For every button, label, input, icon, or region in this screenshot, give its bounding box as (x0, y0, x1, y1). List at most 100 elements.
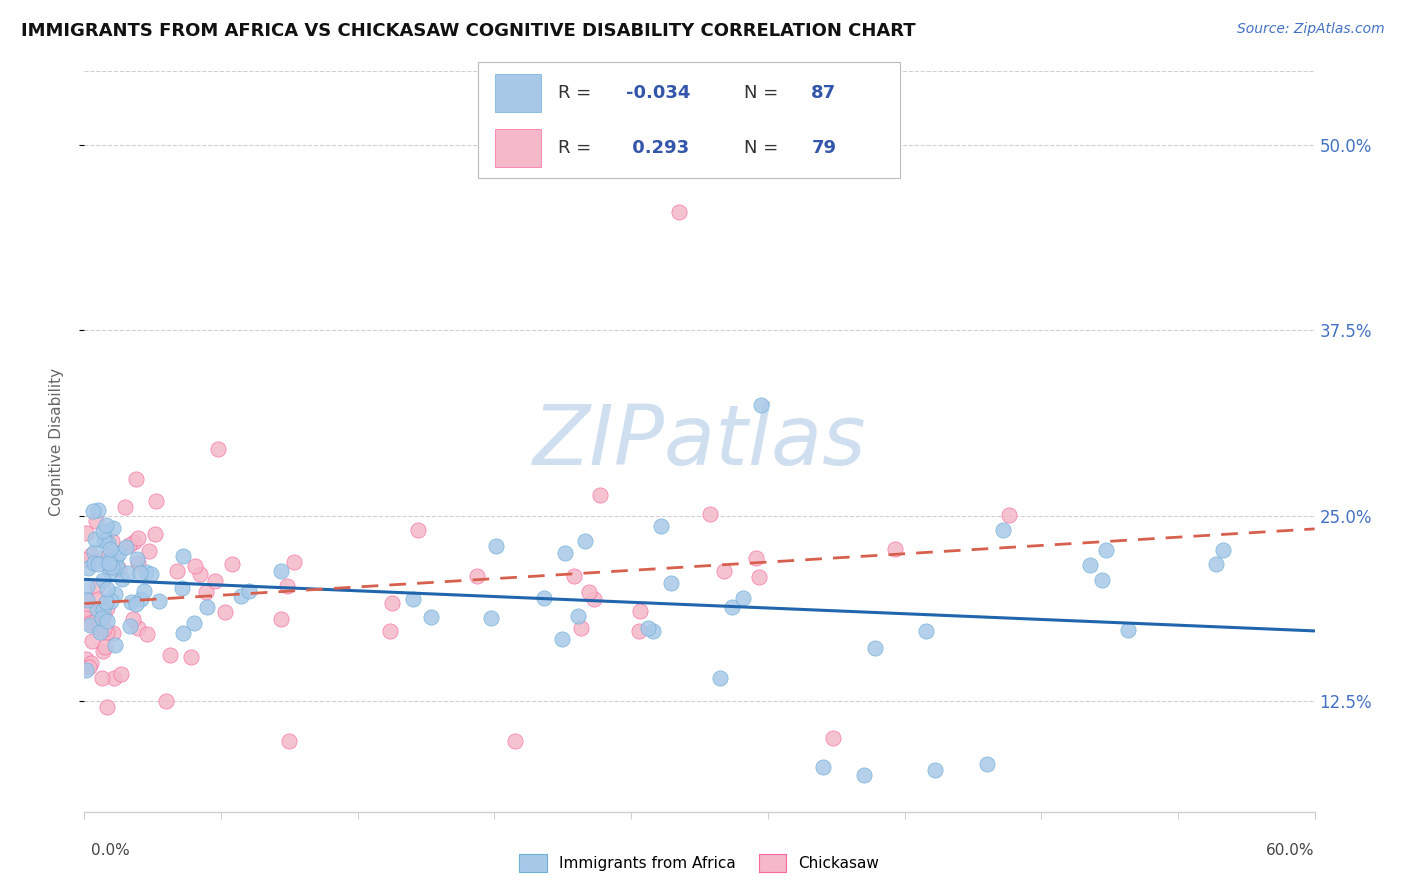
Point (96, 614, 118, 628)
Point (120, 595, 142, 609)
Point (80, 634, 103, 648)
Point (135, 626, 157, 640)
Point (863, 641, 886, 656)
Point (124, 471, 146, 485)
Point (637, 621, 659, 635)
Point (105, 560, 128, 574)
Point (86, 612, 108, 626)
Point (924, 764, 946, 778)
Point (270, 612, 292, 626)
Point (91, 610, 114, 624)
Point (83, 557, 105, 571)
Point (84, 514, 107, 528)
Point (145, 493, 167, 508)
Text: 0.0%: 0.0% (91, 843, 131, 858)
Point (749, 398, 772, 412)
Point (852, 767, 875, 781)
Point (86, 580, 108, 594)
Point (93, 573, 115, 587)
Point (1212, 542, 1234, 557)
Point (567, 608, 589, 623)
Point (143, 526, 166, 541)
Point (467, 569, 489, 583)
Point (194, 585, 217, 599)
Text: R =: R = (558, 138, 598, 157)
Point (270, 564, 292, 578)
Point (381, 596, 404, 610)
Point (89, 624, 111, 639)
Point (118, 538, 141, 552)
Point (97, 549, 120, 563)
Point (479, 611, 502, 625)
Point (699, 507, 721, 521)
Point (650, 519, 672, 533)
Point (118, 619, 141, 633)
Point (180, 649, 202, 664)
Point (276, 579, 298, 593)
Point (127, 621, 149, 635)
Point (533, 591, 555, 605)
Point (101, 558, 124, 572)
Point (91, 644, 114, 658)
Point (745, 550, 768, 565)
Point (811, 760, 834, 774)
Point (111, 572, 134, 586)
Point (1078, 558, 1101, 572)
Point (183, 615, 205, 630)
Point (80, 656, 103, 670)
Point (97, 560, 120, 574)
Point (79, 606, 101, 620)
Point (75, 663, 97, 677)
Point (221, 558, 243, 572)
Point (125, 552, 148, 566)
Point (89, 621, 111, 635)
Point (821, 731, 844, 745)
Point (166, 565, 188, 579)
Legend: Immigrants from Africa, Chickasaw: Immigrants from Africa, Chickasaw (513, 848, 886, 878)
Text: Source: ZipAtlas.com: Source: ZipAtlas.com (1237, 22, 1385, 37)
Text: 60.0%: 60.0% (1267, 843, 1315, 858)
Y-axis label: Cognitive Disability: Cognitive Disability (49, 368, 63, 516)
Point (110, 667, 132, 681)
Point (96, 699, 118, 714)
Point (998, 508, 1021, 523)
Point (1205, 558, 1227, 572)
Point (135, 565, 157, 579)
Point (96, 601, 118, 615)
Point (134, 584, 156, 599)
Point (628, 624, 651, 638)
Point (420, 610, 443, 624)
Point (229, 589, 252, 603)
Point (402, 591, 425, 606)
Point (129, 591, 152, 606)
Point (100, 593, 122, 607)
Point (93, 622, 115, 636)
Point (91, 603, 114, 617)
Point (976, 757, 998, 772)
Point (75, 525, 97, 540)
Point (582, 591, 605, 606)
Point (101, 560, 124, 574)
Point (993, 524, 1015, 538)
Point (659, 576, 682, 591)
Point (127, 556, 149, 570)
Text: R =: R = (558, 84, 598, 103)
Point (100, 534, 122, 549)
Point (128, 566, 150, 580)
Point (406, 523, 429, 537)
Point (204, 574, 226, 588)
Point (668, 205, 690, 219)
Point (79, 548, 101, 562)
Point (641, 624, 664, 639)
Point (91, 524, 114, 538)
Point (378, 624, 401, 638)
Point (148, 594, 170, 608)
Point (159, 648, 181, 662)
Point (283, 555, 305, 569)
Point (238, 583, 260, 598)
Text: N =: N = (744, 138, 783, 157)
Text: -0.034: -0.034 (626, 84, 690, 103)
Point (569, 621, 592, 635)
Point (77, 659, 100, 673)
Point (87, 591, 110, 606)
